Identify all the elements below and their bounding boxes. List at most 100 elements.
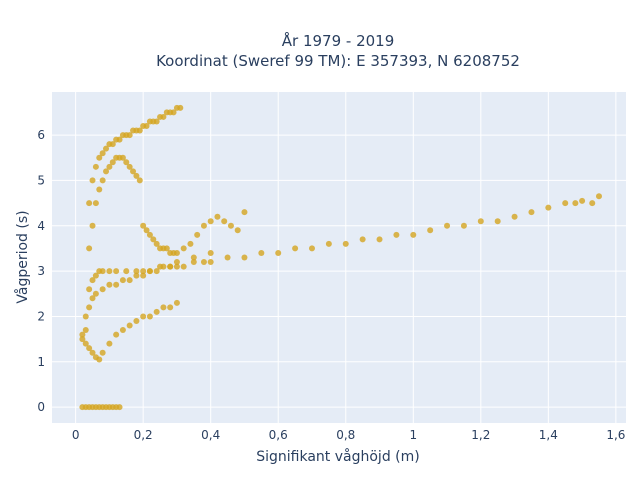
data-point <box>167 304 174 311</box>
y-tick-label: 5 <box>37 173 45 187</box>
data-point <box>79 336 86 343</box>
data-point <box>146 268 153 275</box>
data-point <box>99 286 106 293</box>
data-point <box>89 295 96 302</box>
data-point <box>190 254 197 261</box>
data-point <box>444 222 451 229</box>
chart-title-line-2: Koordinat (Sweref 99 TM): E 357393, N 62… <box>156 52 520 70</box>
data-point <box>153 268 160 275</box>
data-point <box>177 104 184 111</box>
data-point <box>595 193 602 200</box>
data-point <box>143 123 150 130</box>
y-axis-ticks: 0 1 2 3 4 5 6 <box>37 128 45 414</box>
data-point <box>123 159 130 166</box>
data-point <box>99 150 106 157</box>
data-point <box>89 177 96 184</box>
data-point <box>116 404 123 411</box>
y-tick-label: 2 <box>37 309 45 323</box>
data-point <box>82 313 89 320</box>
data-point <box>207 249 214 256</box>
data-point <box>275 249 282 256</box>
data-point <box>133 268 140 275</box>
data-point <box>140 268 147 275</box>
data-point <box>96 356 103 363</box>
data-point <box>136 177 143 184</box>
data-point <box>494 218 501 225</box>
data-point <box>200 259 207 266</box>
y-tick-label: 0 <box>37 400 45 414</box>
y-tick-label: 1 <box>37 355 45 369</box>
x-tick-label: 1,2 <box>471 428 490 442</box>
data-point <box>477 218 484 225</box>
data-point <box>133 317 140 324</box>
data-point <box>572 200 579 207</box>
data-point <box>86 304 93 311</box>
data-point <box>163 245 170 252</box>
data-point <box>89 277 96 284</box>
data-point <box>146 231 153 238</box>
data-point <box>119 327 126 334</box>
data-point <box>92 163 99 170</box>
data-point <box>106 340 113 347</box>
data-point <box>119 277 126 284</box>
data-point <box>194 231 201 238</box>
data-point <box>103 168 110 175</box>
x-tick-label: 1 <box>409 428 417 442</box>
data-point <box>190 259 197 266</box>
data-point <box>170 109 177 116</box>
data-point <box>126 163 133 170</box>
data-point <box>113 331 120 338</box>
data-point <box>86 345 93 352</box>
chart-title-line-1: År 1979 - 2019 <box>282 31 395 50</box>
data-point <box>86 286 93 293</box>
data-point <box>119 154 126 161</box>
data-point <box>113 268 120 275</box>
data-point <box>460 222 467 229</box>
data-point <box>123 268 130 275</box>
data-point <box>214 213 221 220</box>
data-point <box>160 304 167 311</box>
data-point <box>86 200 93 207</box>
data-point <box>153 308 160 315</box>
data-point <box>133 272 140 279</box>
data-point <box>234 227 241 234</box>
data-point <box>96 186 103 193</box>
data-point <box>140 272 147 279</box>
x-axis-ticks: 0 0,2 0,4 0,6 0,8 1 1,2 1,4 1,6 <box>72 428 626 442</box>
x-axis-title: Signifikant våghöjd (m) <box>256 448 419 465</box>
data-point <box>89 222 96 229</box>
data-point <box>113 281 120 288</box>
y-tick-label: 3 <box>37 264 45 278</box>
data-point <box>106 281 113 288</box>
data-point <box>153 240 160 247</box>
data-point <box>126 322 133 329</box>
data-point <box>126 277 133 284</box>
data-point <box>140 222 147 229</box>
data-point <box>173 263 180 270</box>
data-point <box>545 204 552 211</box>
data-point <box>200 222 207 229</box>
data-point <box>207 218 214 225</box>
data-point <box>86 245 93 252</box>
data-point <box>258 249 265 256</box>
x-tick-label: 0,2 <box>134 428 153 442</box>
data-point <box>106 163 113 170</box>
y-tick-label: 4 <box>37 219 45 233</box>
data-point <box>150 236 157 243</box>
data-point <box>109 141 116 148</box>
data-point <box>96 154 103 161</box>
data-point <box>173 259 180 266</box>
data-point <box>528 209 535 216</box>
data-point <box>140 313 147 320</box>
data-point <box>136 127 143 134</box>
data-point <box>410 231 417 238</box>
data-point <box>82 340 89 347</box>
data-point <box>109 159 116 166</box>
data-point <box>562 200 569 207</box>
data-point <box>167 263 174 270</box>
data-point <box>221 218 228 225</box>
data-point <box>143 227 150 234</box>
data-point <box>106 268 113 275</box>
data-point <box>89 349 96 356</box>
data-point <box>99 349 106 356</box>
